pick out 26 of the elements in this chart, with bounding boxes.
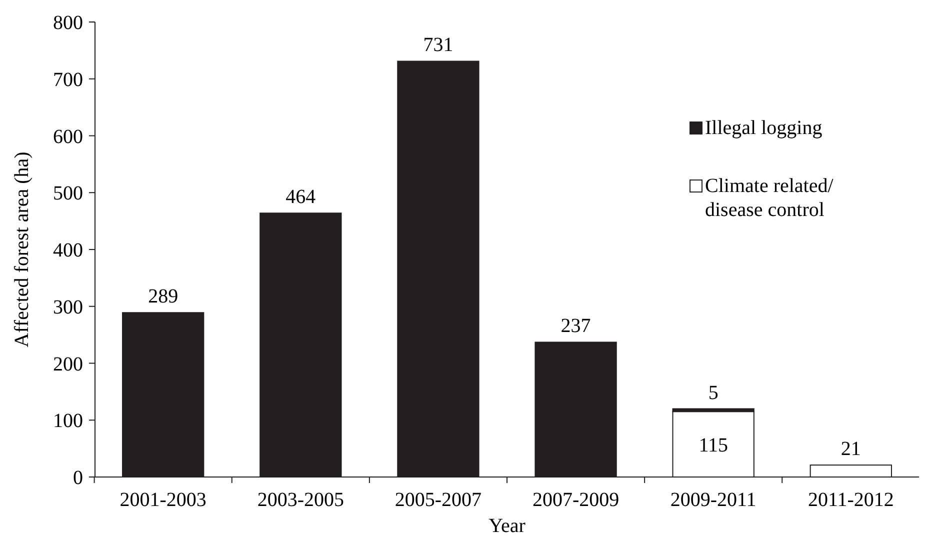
- y-tick-label: 400: [53, 240, 83, 262]
- y-tick-label: 200: [53, 353, 83, 376]
- y-tick-label: 500: [53, 182, 83, 205]
- x-axis-title: Year: [488, 515, 526, 537]
- x-tick-label: 2005-2007: [394, 489, 482, 511]
- x-tick-label: 2001-2003: [120, 489, 206, 511]
- y-tick-label: 600: [53, 126, 83, 148]
- data-label: 5: [708, 382, 718, 404]
- x-tick-label: 2011-2012: [808, 489, 894, 511]
- y-tick-label: 300: [53, 296, 83, 318]
- y-tick-label: 800: [53, 12, 83, 34]
- y-axis-title: Affected forest area (ha): [11, 152, 33, 348]
- data-label: 289: [148, 286, 178, 308]
- legend-label: Illegal logging: [705, 117, 822, 139]
- y-tick-label: 700: [53, 68, 83, 91]
- x-tick-label: 2007-2009: [532, 489, 620, 511]
- data-label: 237: [560, 315, 591, 338]
- y-tick-label: 0: [73, 467, 83, 489]
- data-label: 464: [286, 186, 316, 208]
- data-label: 21: [840, 438, 861, 460]
- y-tick-label: 100: [53, 410, 83, 432]
- data-label: 115: [698, 434, 728, 456]
- x-tick-label: 2009-2011: [670, 489, 756, 511]
- data-label: 731: [423, 34, 454, 56]
- x-tick-label: 2003-2005: [257, 489, 344, 511]
- legend-label: Climate related/disease control: [705, 175, 834, 221]
